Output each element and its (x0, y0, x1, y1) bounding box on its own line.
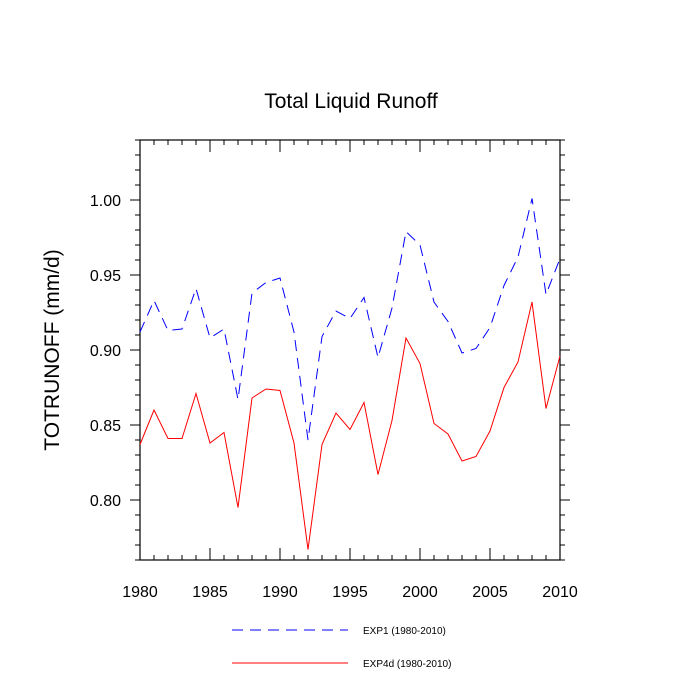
y-tick-labels: 0.80 0.85 0.90 0.95 1.00 (90, 193, 121, 510)
y-tick-label: 0.90 (90, 343, 121, 360)
legend: EXP1 (1980-2010) EXP4d (1980-2010) (232, 626, 451, 670)
series-line-exp4d (139, 301, 561, 550)
y-tick-label: 1.00 (90, 193, 121, 210)
series-group (139, 198, 561, 550)
plot-frame (139, 139, 561, 561)
y-axis-label: TOTRUNOFF (mm/d) (41, 249, 64, 450)
y-tick-label: 0.95 (90, 268, 121, 285)
x-tick-label: 1995 (332, 584, 368, 601)
x-tick-label: 2000 (402, 584, 438, 601)
y-tick-label: 0.85 (90, 418, 121, 435)
series-line-exp1 (139, 198, 561, 441)
x-tick-label: 1980 (122, 584, 158, 601)
y-tick-label: 0.80 (90, 493, 121, 510)
x-tick-label: 1990 (262, 584, 298, 601)
x-tick-label: 1985 (192, 584, 228, 601)
x-tick-labels: 1980 1985 1990 1995 2000 2005 2010 (122, 584, 578, 601)
legend-label: EXP1 (1980-2010) (363, 626, 446, 637)
x-tick-label: 2010 (542, 584, 578, 601)
legend-label: EXP4d (1980-2010) (363, 659, 451, 670)
axis-ticks (130, 139, 570, 561)
x-tick-label: 2005 (472, 584, 508, 601)
chart-title: Total Liquid Runoff (264, 90, 438, 113)
